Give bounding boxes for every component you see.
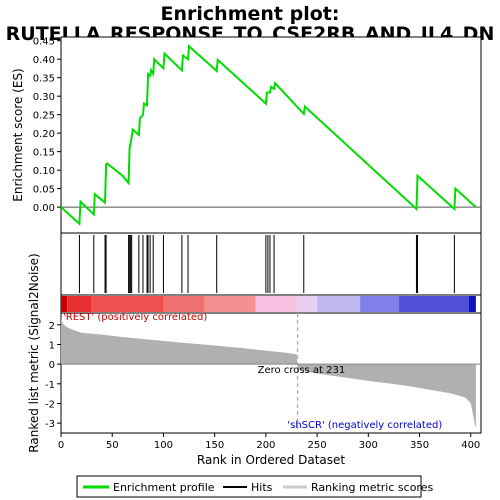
colorbar-segment — [67, 296, 92, 312]
zero-cross-label: Zero cross at 231 — [258, 365, 346, 376]
colorbar-segment — [399, 296, 469, 312]
colorbar-segment — [317, 296, 361, 312]
colorbar-segment — [204, 296, 256, 312]
es-ytick-label: 0.00 — [33, 203, 55, 214]
metric-xtick-label: 250 — [308, 440, 327, 451]
metric-ytick-label: -3 — [45, 419, 55, 430]
es-ylabel: Enrichment score (ES) — [11, 68, 25, 201]
colorbar-segment — [163, 296, 205, 312]
hits-area — [60, 232, 482, 296]
metric-panel: Zero cross at 231 'REST' (positively corr… — [27, 253, 482, 467]
legend-metric-label: Ranking metric scores — [311, 481, 433, 494]
metric-xtick-label: 300 — [359, 440, 378, 451]
es-ytick-label: 0.15 — [33, 148, 55, 159]
chart-title-line1: Enrichment plot: — [160, 3, 340, 25]
es-ytick-label: 0.35 — [33, 74, 55, 85]
metric-ytick-label: 0 — [49, 360, 55, 371]
es-ytick-label: 0.45 — [33, 37, 55, 48]
metric-xtick-label: 350 — [410, 440, 429, 451]
metric-ytick-label: -2 — [45, 399, 55, 410]
es-line — [60, 44, 477, 226]
legend-es-label: Enrichment profile — [113, 481, 215, 494]
metric-xtick-label: 0 — [58, 440, 64, 451]
es-ytick-label: 0.20 — [33, 129, 55, 140]
metric-xtick-label: 50 — [106, 440, 119, 451]
rank-colorbar — [60, 294, 482, 314]
es-ytick-label: 0.40 — [33, 55, 55, 66]
metric-xtick-label: 400 — [461, 440, 480, 451]
metric-xtick-label: 100 — [154, 440, 173, 451]
metric-ytick-label: 1 — [49, 340, 55, 351]
metric-ytick-label: 2 — [49, 321, 55, 332]
metric-xtick-label: 150 — [205, 440, 224, 451]
es-ytick-label: 0.25 — [33, 111, 55, 122]
colorbar-segment — [255, 296, 297, 312]
es-ytick-label: 0.10 — [33, 166, 55, 177]
metric-xtick-label: 200 — [256, 440, 275, 451]
es-panel: 0.00 0.05 0.10 0.15 0.20 0.25 0.30 0.35 0.40 0.45… — [11, 36, 482, 234]
es-plot-area — [60, 36, 482, 234]
metric-ylabel: Ranked list metric (Signal2Noise) — [27, 253, 41, 452]
neg-corr-label: 'shSCR' (negatively correlated) — [287, 420, 442, 431]
legend-box — [76, 475, 422, 498]
colorbar-segment — [468, 296, 476, 312]
hits-panel — [60, 232, 482, 296]
colorbar-segment — [360, 296, 400, 312]
es-ytick-label: 0.05 — [33, 185, 55, 196]
metric-area — [61, 318, 476, 428]
colorbar-segment — [61, 296, 68, 312]
pos-corr-label: 'REST' (positively correlated) — [63, 312, 207, 323]
es-ytick-label: 0.30 — [33, 92, 55, 103]
metric-ytick-label: -1 — [45, 380, 55, 391]
colorbar-segment — [296, 296, 318, 312]
colorbar-segment — [91, 296, 164, 312]
legend: Enrichment profile Hits Ranking metric sco… — [76, 475, 433, 498]
legend-hits-label: Hits — [251, 481, 273, 494]
metric-xlabel: Rank in Ordered Dataset — [197, 453, 345, 467]
